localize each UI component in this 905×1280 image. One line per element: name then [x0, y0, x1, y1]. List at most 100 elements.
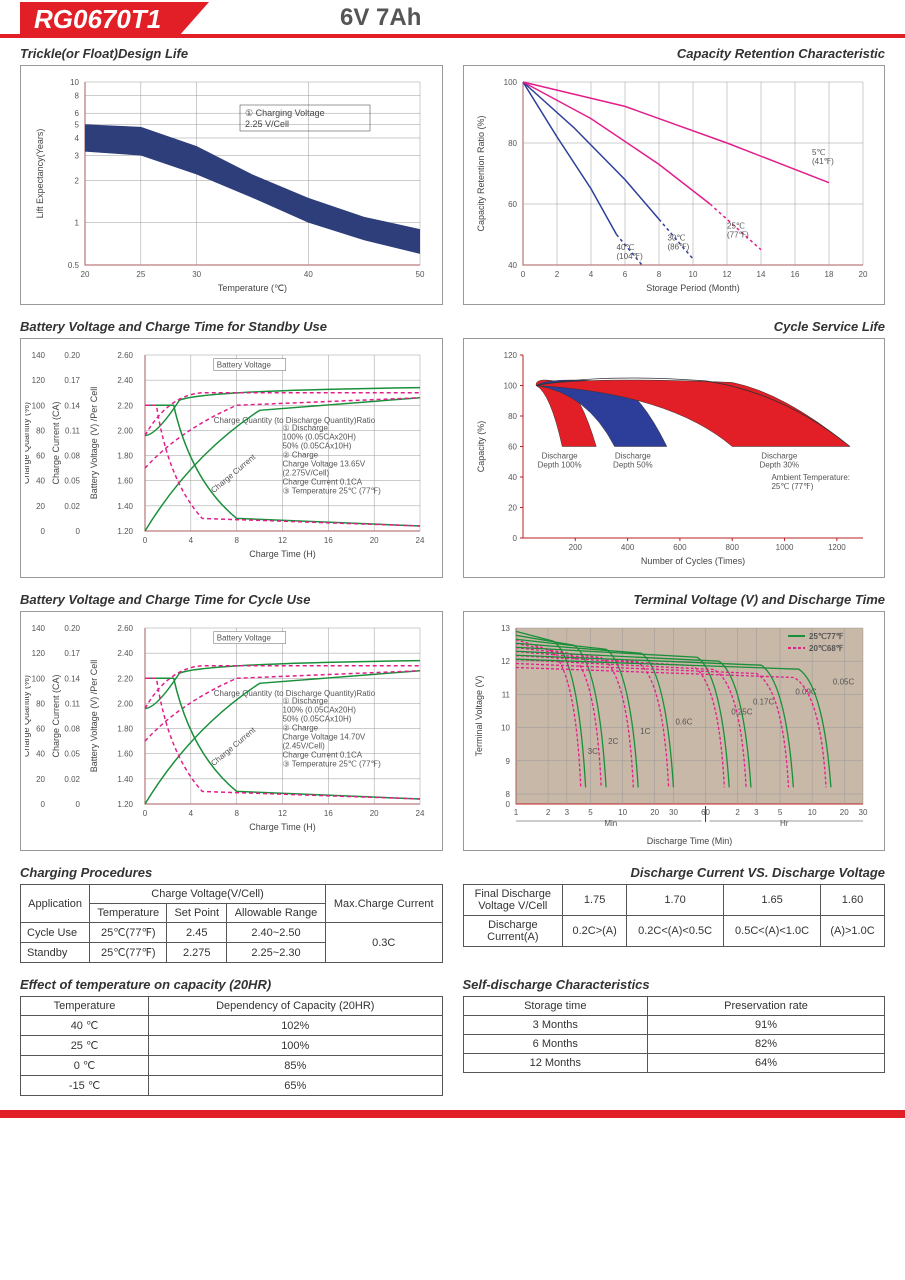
svg-text:20: 20 — [36, 775, 45, 784]
chart1-title: Trickle(or Float)Design Life — [20, 46, 443, 61]
footer-bar — [0, 1110, 905, 1118]
svg-text:50: 50 — [416, 270, 425, 279]
svg-text:20: 20 — [508, 504, 517, 513]
svg-text:5: 5 — [75, 120, 80, 129]
svg-text:100% (0.05CAx20H): 100% (0.05CAx20H) — [283, 432, 357, 441]
svg-text:20: 20 — [370, 809, 379, 818]
svg-text:100% (0.05CAx20H): 100% (0.05CAx20H) — [283, 705, 357, 714]
svg-text:60: 60 — [508, 200, 517, 209]
svg-text:25: 25 — [136, 270, 145, 279]
svg-text:20: 20 — [650, 808, 659, 817]
svg-text:50% (0.05CAx10H): 50% (0.05CAx10H) — [283, 714, 352, 723]
svg-text:Lift Expectancy(Years): Lift Expectancy(Years) — [35, 129, 45, 219]
svg-text:0: 0 — [143, 809, 148, 818]
svg-text:Charge Current: Charge Current — [209, 452, 258, 495]
svg-text:Charge Quantity (%): Charge Quantity (%) — [25, 675, 31, 757]
svg-text:140: 140 — [32, 351, 46, 360]
svg-text:0.05: 0.05 — [64, 477, 80, 486]
svg-text:Hr: Hr — [780, 819, 789, 828]
svg-text:Charge Time (H): Charge Time (H) — [249, 822, 316, 832]
svg-text:120: 120 — [503, 351, 517, 360]
model-number: RG0670T1 — [20, 2, 179, 37]
svg-text:8: 8 — [656, 270, 661, 279]
svg-text:5: 5 — [777, 808, 782, 817]
svg-text:80: 80 — [508, 139, 517, 148]
svg-text:0: 0 — [76, 527, 81, 536]
svg-text:0: 0 — [143, 536, 148, 545]
svg-text:40: 40 — [36, 477, 45, 486]
svg-text:2.20: 2.20 — [117, 401, 133, 410]
svg-text:Terminal Voltage (V): Terminal Voltage (V) — [474, 675, 484, 756]
svg-text:0: 0 — [76, 800, 81, 809]
svg-text:(2.45V/Cell): (2.45V/Cell) — [283, 741, 326, 750]
svg-text:40: 40 — [508, 473, 517, 482]
svg-text:12: 12 — [278, 809, 287, 818]
svg-text:100: 100 — [503, 382, 517, 391]
chart3-title: Battery Voltage and Charge Time for Stan… — [20, 319, 443, 334]
svg-text:3: 3 — [75, 152, 80, 161]
svg-text:1.40: 1.40 — [117, 775, 133, 784]
svg-text:Charge Current (CA): Charge Current (CA) — [51, 674, 61, 757]
chart6: 89101112130123510203060235102030MinHr3C2… — [463, 611, 886, 851]
svg-text:③ Temperature 25℃ (77℉): ③ Temperature 25℃ (77℉) — [283, 486, 382, 495]
svg-text:25℃ (77℉): 25℃ (77℉) — [771, 482, 813, 491]
chart5: 04812162024001.20200.021.40400.051.60600… — [20, 611, 443, 851]
svg-text:4: 4 — [189, 809, 194, 818]
svg-text:2C: 2C — [608, 737, 618, 746]
svg-text:16: 16 — [324, 809, 333, 818]
chart3: 04812162024001.20200.021.40400.051.60600… — [20, 338, 443, 578]
svg-text:Capacity Retention Ratio (%): Capacity Retention Ratio (%) — [476, 115, 486, 231]
svg-text:1.20: 1.20 — [117, 800, 133, 809]
svg-text:6: 6 — [622, 270, 627, 279]
svg-text:0: 0 — [512, 534, 517, 543]
svg-text:① Discharge: ① Discharge — [283, 423, 329, 432]
svg-text:200: 200 — [568, 543, 582, 552]
svg-text:80: 80 — [36, 426, 45, 435]
svg-text:0.20: 0.20 — [64, 624, 80, 633]
svg-text:10: 10 — [688, 270, 697, 279]
spec-text: 6V 7Ah — [340, 4, 421, 32]
svg-text:14: 14 — [756, 270, 765, 279]
svg-text:6: 6 — [75, 109, 80, 118]
svg-text:Battery Voltage: Battery Voltage — [217, 361, 272, 370]
svg-text:1.80: 1.80 — [117, 725, 133, 734]
svg-text:20: 20 — [370, 536, 379, 545]
svg-text:2: 2 — [75, 176, 80, 185]
svg-text:100: 100 — [503, 78, 517, 87]
svg-text:0.14: 0.14 — [64, 401, 80, 410]
svg-text:Discharge: Discharge — [614, 452, 651, 461]
table1-title: Charging Procedures — [20, 865, 443, 880]
svg-text:Battery Voltage (V) /Per Cell: Battery Voltage (V) /Per Cell — [89, 387, 99, 500]
svg-text:11: 11 — [501, 690, 510, 699]
svg-text:60: 60 — [36, 725, 45, 734]
svg-text:(77℉): (77℉) — [727, 230, 749, 239]
svg-text:2.00: 2.00 — [117, 426, 133, 435]
svg-text:0.6C: 0.6C — [675, 717, 692, 726]
svg-text:30: 30 — [192, 270, 201, 279]
table2-title: Discharge Current VS. Discharge Voltage — [463, 865, 886, 880]
svg-text:4: 4 — [75, 134, 80, 143]
svg-text:① Charging Voltage: ① Charging Voltage — [245, 108, 325, 118]
svg-text:5: 5 — [588, 808, 593, 817]
svg-text:0.02: 0.02 — [64, 502, 80, 511]
svg-text:9: 9 — [505, 757, 510, 766]
svg-text:0.11: 0.11 — [65, 426, 81, 435]
svg-text:Discharge: Discharge — [761, 452, 798, 461]
svg-text:0.02: 0.02 — [64, 775, 80, 784]
svg-text:20: 20 — [839, 808, 848, 817]
svg-text:Depth 30%: Depth 30% — [759, 461, 799, 470]
svg-text:Temperature (℃): Temperature (℃) — [218, 283, 287, 293]
svg-text:Number of Cycles (Times): Number of Cycles (Times) — [640, 556, 744, 566]
header: RG0670T1 6V 7Ah — [0, 0, 905, 38]
svg-text:140: 140 — [32, 624, 46, 633]
svg-text:20: 20 — [36, 502, 45, 511]
svg-text:3C: 3C — [587, 747, 597, 756]
svg-text:4: 4 — [588, 270, 593, 279]
svg-text:1200: 1200 — [827, 543, 845, 552]
svg-text:80: 80 — [508, 412, 517, 421]
svg-text:0.20: 0.20 — [64, 351, 80, 360]
chart1: 0.51234568102025304050① Charging Voltage… — [20, 65, 443, 305]
svg-text:8: 8 — [234, 536, 239, 545]
svg-text:Discharge: Discharge — [541, 452, 578, 461]
svg-text:50% (0.05CAx10H): 50% (0.05CAx10H) — [283, 441, 352, 450]
